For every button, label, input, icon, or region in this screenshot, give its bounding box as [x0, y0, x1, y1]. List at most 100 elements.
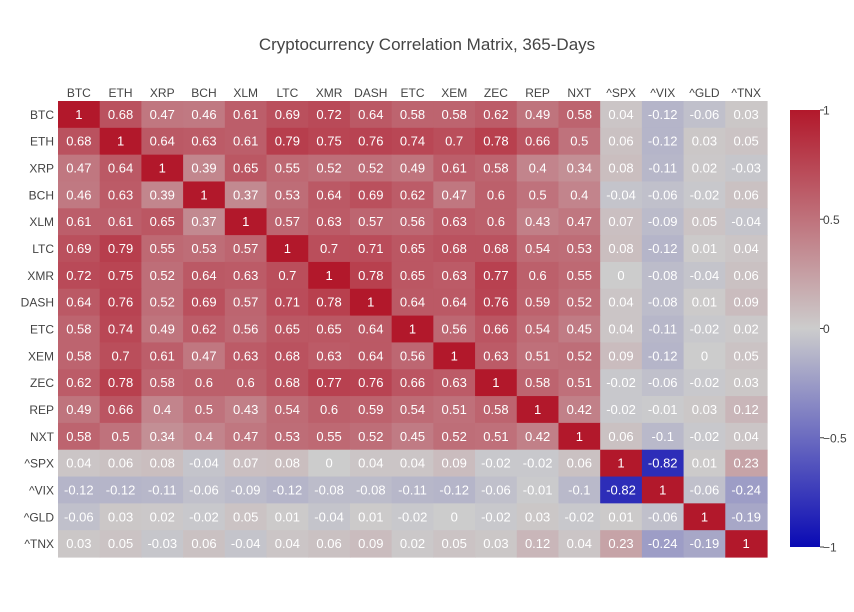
heatmap-cell — [99, 261, 143, 290]
cell-value-label: 0.57 — [233, 295, 258, 310]
heatmap-cell — [349, 449, 393, 478]
heatmap-cell — [308, 315, 351, 344]
cell-value-label: 0.01 — [358, 509, 383, 524]
heatmap-cell — [266, 181, 309, 209]
x-tick-label: ZEC — [484, 86, 508, 100]
heatmap-cell — [433, 181, 476, 209]
heatmap-cell — [349, 127, 393, 156]
cell-value-label: 0.59 — [358, 402, 383, 417]
cell-value-label: 0.03 — [733, 375, 758, 390]
heatmap-cell — [58, 101, 101, 129]
cell-value-label: 0.66 — [400, 375, 425, 390]
cell-value-label: 0.03 — [692, 134, 717, 149]
cell-value-label: 0.01 — [275, 509, 300, 524]
heatmap-cell — [308, 127, 351, 156]
heatmap-cell — [224, 235, 268, 263]
colorbar-tick-label: −0.5 — [823, 431, 847, 445]
cell-value-label: 0.39 — [150, 187, 175, 202]
cell-value-label: 1 — [492, 375, 499, 390]
cell-value-label: 0.01 — [608, 509, 633, 524]
heatmap-cell — [266, 127, 309, 156]
heatmap-cell — [433, 369, 476, 397]
heatmap-cell — [433, 396, 476, 424]
cell-value-label: -0.02 — [690, 187, 720, 202]
cell-value-label: -0.02 — [690, 375, 720, 390]
cell-value-label: 0.65 — [400, 268, 425, 283]
cell-value-label: -0.02 — [481, 456, 511, 471]
cell-value-label: 0.03 — [483, 536, 508, 551]
cell-value-label: -0.02 — [189, 509, 219, 524]
heatmap-cell — [558, 127, 601, 156]
x-tick-label: ^VIX — [650, 86, 675, 100]
cell-value-label: -0.11 — [148, 482, 177, 497]
cell-value-label: 0.75 — [108, 268, 133, 283]
heatmap-cell — [266, 154, 309, 183]
cell-value-label: 1 — [701, 509, 708, 524]
heatmap-cell — [224, 369, 268, 397]
heatmap-cell — [224, 154, 268, 183]
cell-value-label: 1 — [117, 134, 124, 149]
cell-value-label: 0.04 — [733, 241, 758, 256]
heatmap-cell — [558, 503, 601, 531]
heatmap-cell — [391, 288, 434, 317]
heatmap-cell — [475, 261, 518, 290]
heatmap-cell — [641, 235, 685, 263]
colorbar-tick-label: 0 — [823, 322, 830, 336]
heatmap-cell — [183, 369, 226, 397]
colorbar: 1 0.5 0 −0.5 −1 — [790, 104, 847, 555]
cell-value-label: -0.02 — [564, 509, 594, 524]
heatmap-cell — [99, 181, 143, 209]
cell-value-label: -0.04 — [231, 536, 261, 551]
cell-value-label: 0 — [701, 348, 708, 363]
cell-value-label: 0.76 — [108, 295, 133, 310]
cell-value-label: 0.05 — [442, 536, 467, 551]
heatmap-cell — [183, 127, 226, 156]
cell-value-label: 0.63 — [316, 214, 341, 229]
heatmap-cell — [433, 449, 476, 478]
heatmap-cell — [391, 449, 434, 478]
heatmap-cell — [224, 127, 268, 156]
heatmap-cell — [224, 396, 268, 424]
heatmap-cell — [391, 476, 434, 504]
heatmap-cell — [308, 208, 351, 236]
heatmap-cell — [183, 154, 226, 183]
cell-value-label: 0.46 — [191, 107, 216, 122]
cell-value-label: 0.56 — [233, 322, 258, 337]
heatmap-cell — [725, 315, 768, 344]
heatmap-cell — [558, 154, 601, 183]
cell-value-label: 0.5 — [529, 187, 547, 202]
heatmap-cell — [349, 342, 393, 370]
cell-value-label: 0.76 — [358, 134, 383, 149]
heatmap-cell — [600, 476, 643, 504]
heatmap-cell — [725, 476, 768, 504]
cell-value-label: 0.12 — [733, 402, 758, 417]
heatmap-cell — [516, 208, 560, 236]
heatmap-cell — [725, 449, 768, 478]
heatmap-cell — [641, 154, 685, 183]
colorbar-tick-label: −1 — [823, 541, 837, 555]
cell-value-label: 0.6 — [320, 402, 338, 417]
cell-value-label: -0.06 — [648, 187, 678, 202]
heatmap-cell — [349, 369, 393, 397]
y-tick-label: ETC — [30, 323, 54, 337]
cell-value-label: 0.54 — [525, 241, 550, 256]
cell-value-label: 0.63 — [233, 268, 258, 283]
heatmap-cell — [558, 208, 601, 236]
cell-value-label: 0.04 — [733, 429, 758, 444]
cell-value-label: -0.06 — [690, 107, 720, 122]
cell-value-label: -0.12 — [64, 482, 94, 497]
cell-value-label: -0.01 — [523, 482, 553, 497]
heatmap-cell — [641, 449, 685, 478]
heatmap-cell — [58, 154, 101, 183]
cell-value-label: -0.06 — [648, 375, 678, 390]
cell-value-label: 0.05 — [233, 509, 258, 524]
heatmap-cell — [308, 476, 351, 504]
heatmap-cell — [600, 154, 643, 183]
heatmap-cell — [266, 503, 309, 531]
cell-value-label: 0.47 — [442, 187, 467, 202]
cell-value-label: 0.23 — [608, 536, 633, 551]
cell-value-label: 1 — [617, 456, 624, 471]
cell-value-label: 0.61 — [233, 107, 258, 122]
cell-value-label: 0.43 — [233, 402, 258, 417]
y-tick-label: XEM — [28, 349, 54, 363]
